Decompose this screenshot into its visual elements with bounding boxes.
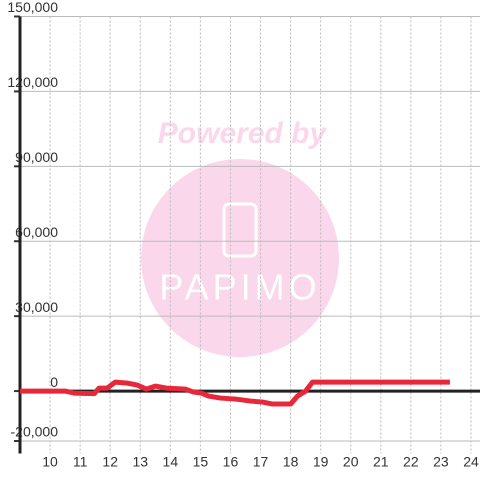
x-tick-label: 22 bbox=[403, 454, 419, 470]
x-tick-label: 10 bbox=[42, 454, 58, 470]
x-tick-label: 14 bbox=[163, 454, 179, 470]
x-tick-label: 19 bbox=[313, 454, 329, 470]
watermark-caption: Powered by bbox=[158, 117, 328, 150]
data-line bbox=[20, 379, 450, 407]
x-tick-label: 17 bbox=[253, 454, 269, 470]
y-tick-label: -20,000 bbox=[11, 424, 59, 440]
x-tick-label: 20 bbox=[343, 454, 359, 470]
watermark: Powered by PAPIMO bbox=[141, 117, 339, 357]
y-tick-label: 30,000 bbox=[15, 299, 58, 315]
watermark-circle bbox=[141, 159, 339, 357]
x-tick-label: 18 bbox=[283, 454, 299, 470]
x-tick-label: 13 bbox=[132, 454, 148, 470]
watermark-icon bbox=[222, 202, 258, 258]
y-tick-label: 120,000 bbox=[7, 74, 58, 90]
x-tick-label: 21 bbox=[373, 454, 389, 470]
x-tick-label: 24 bbox=[463, 454, 479, 470]
y-tick-label: 150,000 bbox=[7, 0, 58, 15]
y-tick-label: 0 bbox=[50, 374, 58, 390]
x-tick-label: 15 bbox=[193, 454, 209, 470]
x-tick-label: 23 bbox=[433, 454, 449, 470]
y-tick-label: 90,000 bbox=[15, 149, 58, 165]
watermark-logo: PAPIMO bbox=[159, 267, 320, 308]
x-tick-label: 11 bbox=[73, 454, 88, 470]
x-tick-label: 16 bbox=[223, 454, 239, 470]
y-tick-label: 60,000 bbox=[15, 224, 58, 240]
x-tick-label: 12 bbox=[102, 454, 118, 470]
